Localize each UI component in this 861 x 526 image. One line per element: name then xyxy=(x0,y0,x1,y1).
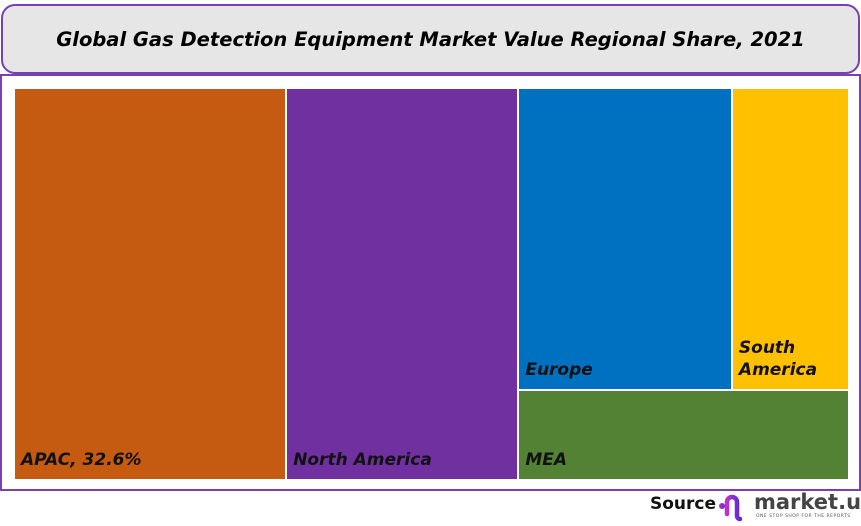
logo-icon xyxy=(719,493,749,522)
source-label: Source xyxy=(650,494,717,514)
tile-europe: Europe xyxy=(518,88,732,390)
tile-mea: MEA xyxy=(518,389,849,480)
tile-south-america: South America xyxy=(731,88,849,390)
logo-tagline: ONE STOP SHOP FOR THE REPORTS xyxy=(756,514,851,519)
tile-label: MEA xyxy=(525,449,568,470)
tile-label: South America xyxy=(738,337,818,380)
tile-north-america: North America xyxy=(286,88,519,480)
chart-title-box: Global Gas Detection Equipment Market Va… xyxy=(1,4,860,74)
market-us-logo: market.us ONE STOP SHOP FOR THE REPORTS xyxy=(718,490,861,522)
tile-label: APAC, 32.6% xyxy=(21,450,142,470)
chart-title: Global Gas Detection Equipment Market Va… xyxy=(56,27,805,51)
chart-frame: APAC, 32.6% North America Europe South Amer… xyxy=(0,74,861,491)
tile-label: North America xyxy=(293,450,432,470)
tile-label: Europe xyxy=(525,359,593,380)
logo-text: market.us xyxy=(754,490,861,514)
treemap-plot: APAC, 32.6% North America Europe South Amer… xyxy=(14,88,849,480)
tile-apac: APAC, 32.6% xyxy=(14,88,287,480)
